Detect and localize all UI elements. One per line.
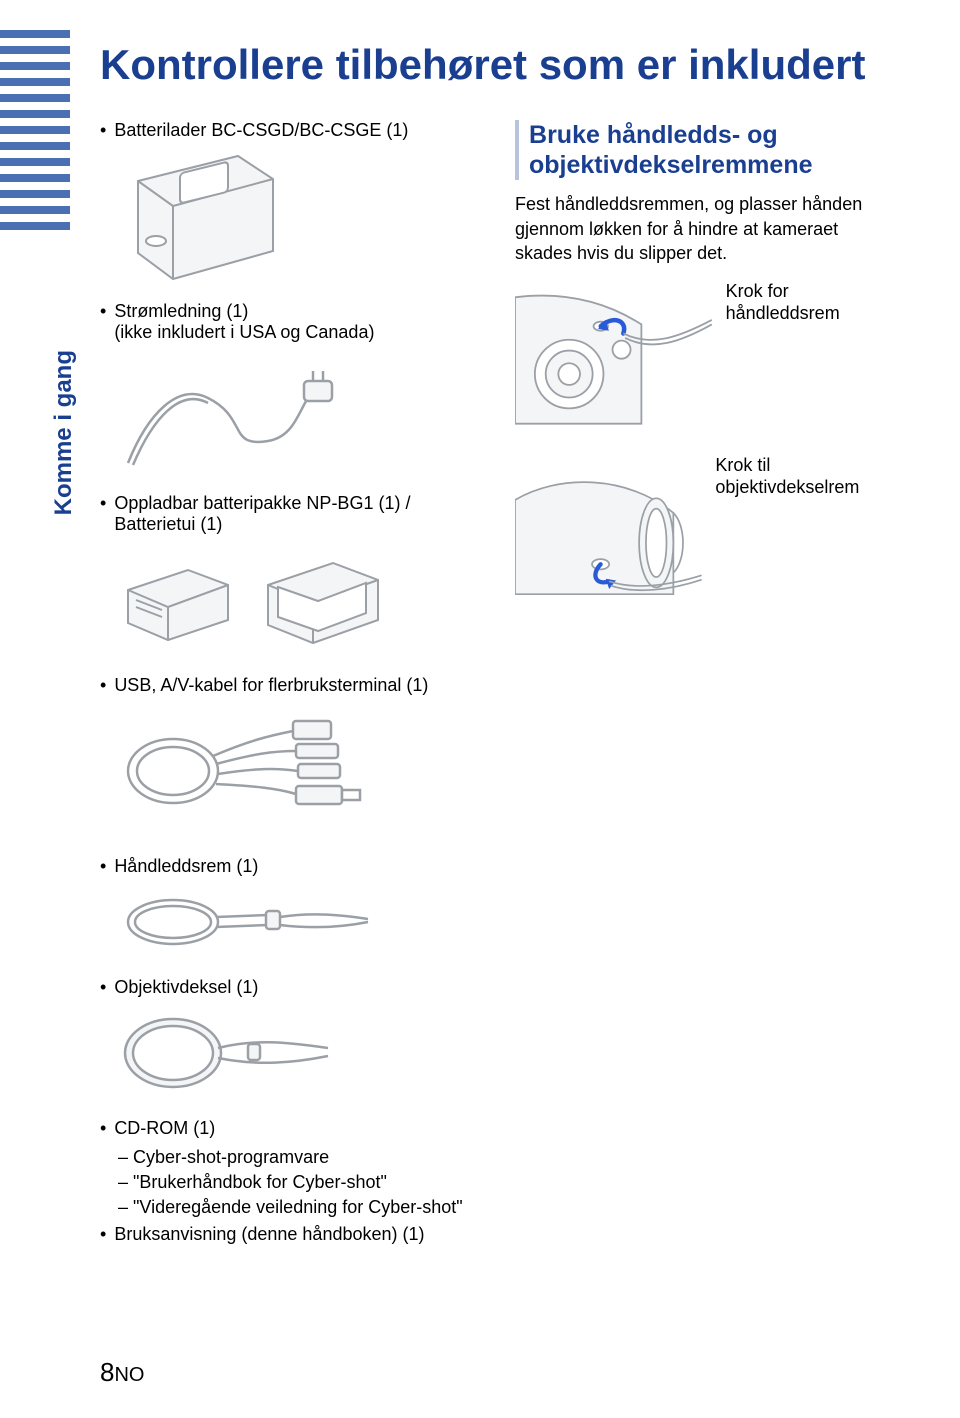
charger-illustration — [118, 151, 475, 281]
lenscap-illustration — [118, 1008, 890, 1098]
page-number-num: 8 — [100, 1357, 114, 1387]
section-heading: Bruke håndledds- og objektivdekselremmen… — [515, 120, 890, 180]
item-battery: • Oppladbar batteripakke NP-BG1 (1) / Ba… — [100, 493, 475, 535]
left-column: • Batterilader BC-CSGD/BC-CSGE (1) • — [100, 120, 475, 665]
item-usb-label: USB, A/V-kabel for flerbruksterminal (1) — [114, 675, 428, 696]
item-cdrom: • CD-ROM (1) — [100, 1118, 890, 1139]
section-body: Fest håndleddsremmen, og plasser hånden … — [515, 192, 890, 265]
bullet-dot: • — [100, 120, 106, 141]
cdrom-sub-software: – Cyber-shot-programvare — [118, 1147, 890, 1168]
item-charger: • Batterilader BC-CSGD/BC-CSGE (1) — [100, 120, 475, 141]
power-cord-illustration — [118, 353, 475, 473]
page-number-suffix: NO — [114, 1364, 144, 1386]
item-manual: • Bruksanvisning (denne håndboken) (1) — [100, 1224, 890, 1245]
item-cdrom-label: CD-ROM (1) — [114, 1118, 215, 1139]
page-number: 8NO — [100, 1357, 144, 1388]
strap-illustration — [118, 887, 890, 957]
bullet-dot: • — [100, 1224, 106, 1245]
section-title: Bruke håndledds- og objektivdekselremmen… — [529, 120, 890, 180]
item-manual-label: Bruksanvisning (denne håndboken) (1) — [114, 1224, 424, 1245]
cdrom-sub-advanced: – "Videregående veiledning for Cyber-sho… — [118, 1197, 890, 1218]
item-strap: • Håndleddsrem (1) — [100, 856, 890, 877]
camera-strap-illustration — [515, 281, 714, 431]
bullet-dot: • — [100, 493, 106, 535]
bullet-dot: • — [100, 977, 106, 998]
right-column: Bruke håndledds- og objektivdekselremmen… — [515, 120, 890, 665]
bullet-dot: • — [100, 301, 106, 343]
battery-illustration — [118, 545, 475, 645]
bullet-dot: • — [100, 675, 106, 696]
item-usb-cable: • USB, A/V-kabel for flerbruksterminal (… — [100, 675, 890, 696]
usb-cable-illustration — [118, 706, 890, 836]
bullet-dot: • — [100, 1118, 106, 1139]
callout-lenscap-hook: Krok til objektivdekselrem — [515, 455, 890, 605]
item-charger-label: Batterilader BC-CSGD/BC-CSGE (1) — [114, 120, 408, 141]
item-strap-label: Håndleddsrem (1) — [114, 856, 258, 877]
page-title: Kontrollere tilbehøret som er inkludert — [100, 40, 890, 90]
item-power-cord-note: (ikke inkludert i USA og Canada) — [114, 322, 374, 343]
item-power-cord-label: Strømledning (1) — [114, 301, 374, 322]
callout-strap-label: Krok for håndleddsrem — [726, 281, 890, 324]
item-power-cord: • Strømledning (1) (ikke inkludert i USA… — [100, 301, 475, 343]
callout-strap-hook: Krok for håndleddsrem — [515, 281, 890, 431]
bullet-dot: • — [100, 856, 106, 877]
item-lenscap-label: Objektivdeksel (1) — [114, 977, 258, 998]
item-lenscap: • Objektivdeksel (1) — [100, 977, 890, 998]
item-battery-label: Oppladbar batteripakke NP-BG1 (1) / Batt… — [114, 493, 475, 535]
section-bar — [515, 120, 519, 180]
callout-lenscap-label: Krok til objektivdekselrem — [715, 455, 890, 498]
camera-lenscap-illustration — [515, 455, 703, 605]
cdrom-sub-handbook: – "Brukerhåndbok for Cyber-shot" — [118, 1172, 890, 1193]
